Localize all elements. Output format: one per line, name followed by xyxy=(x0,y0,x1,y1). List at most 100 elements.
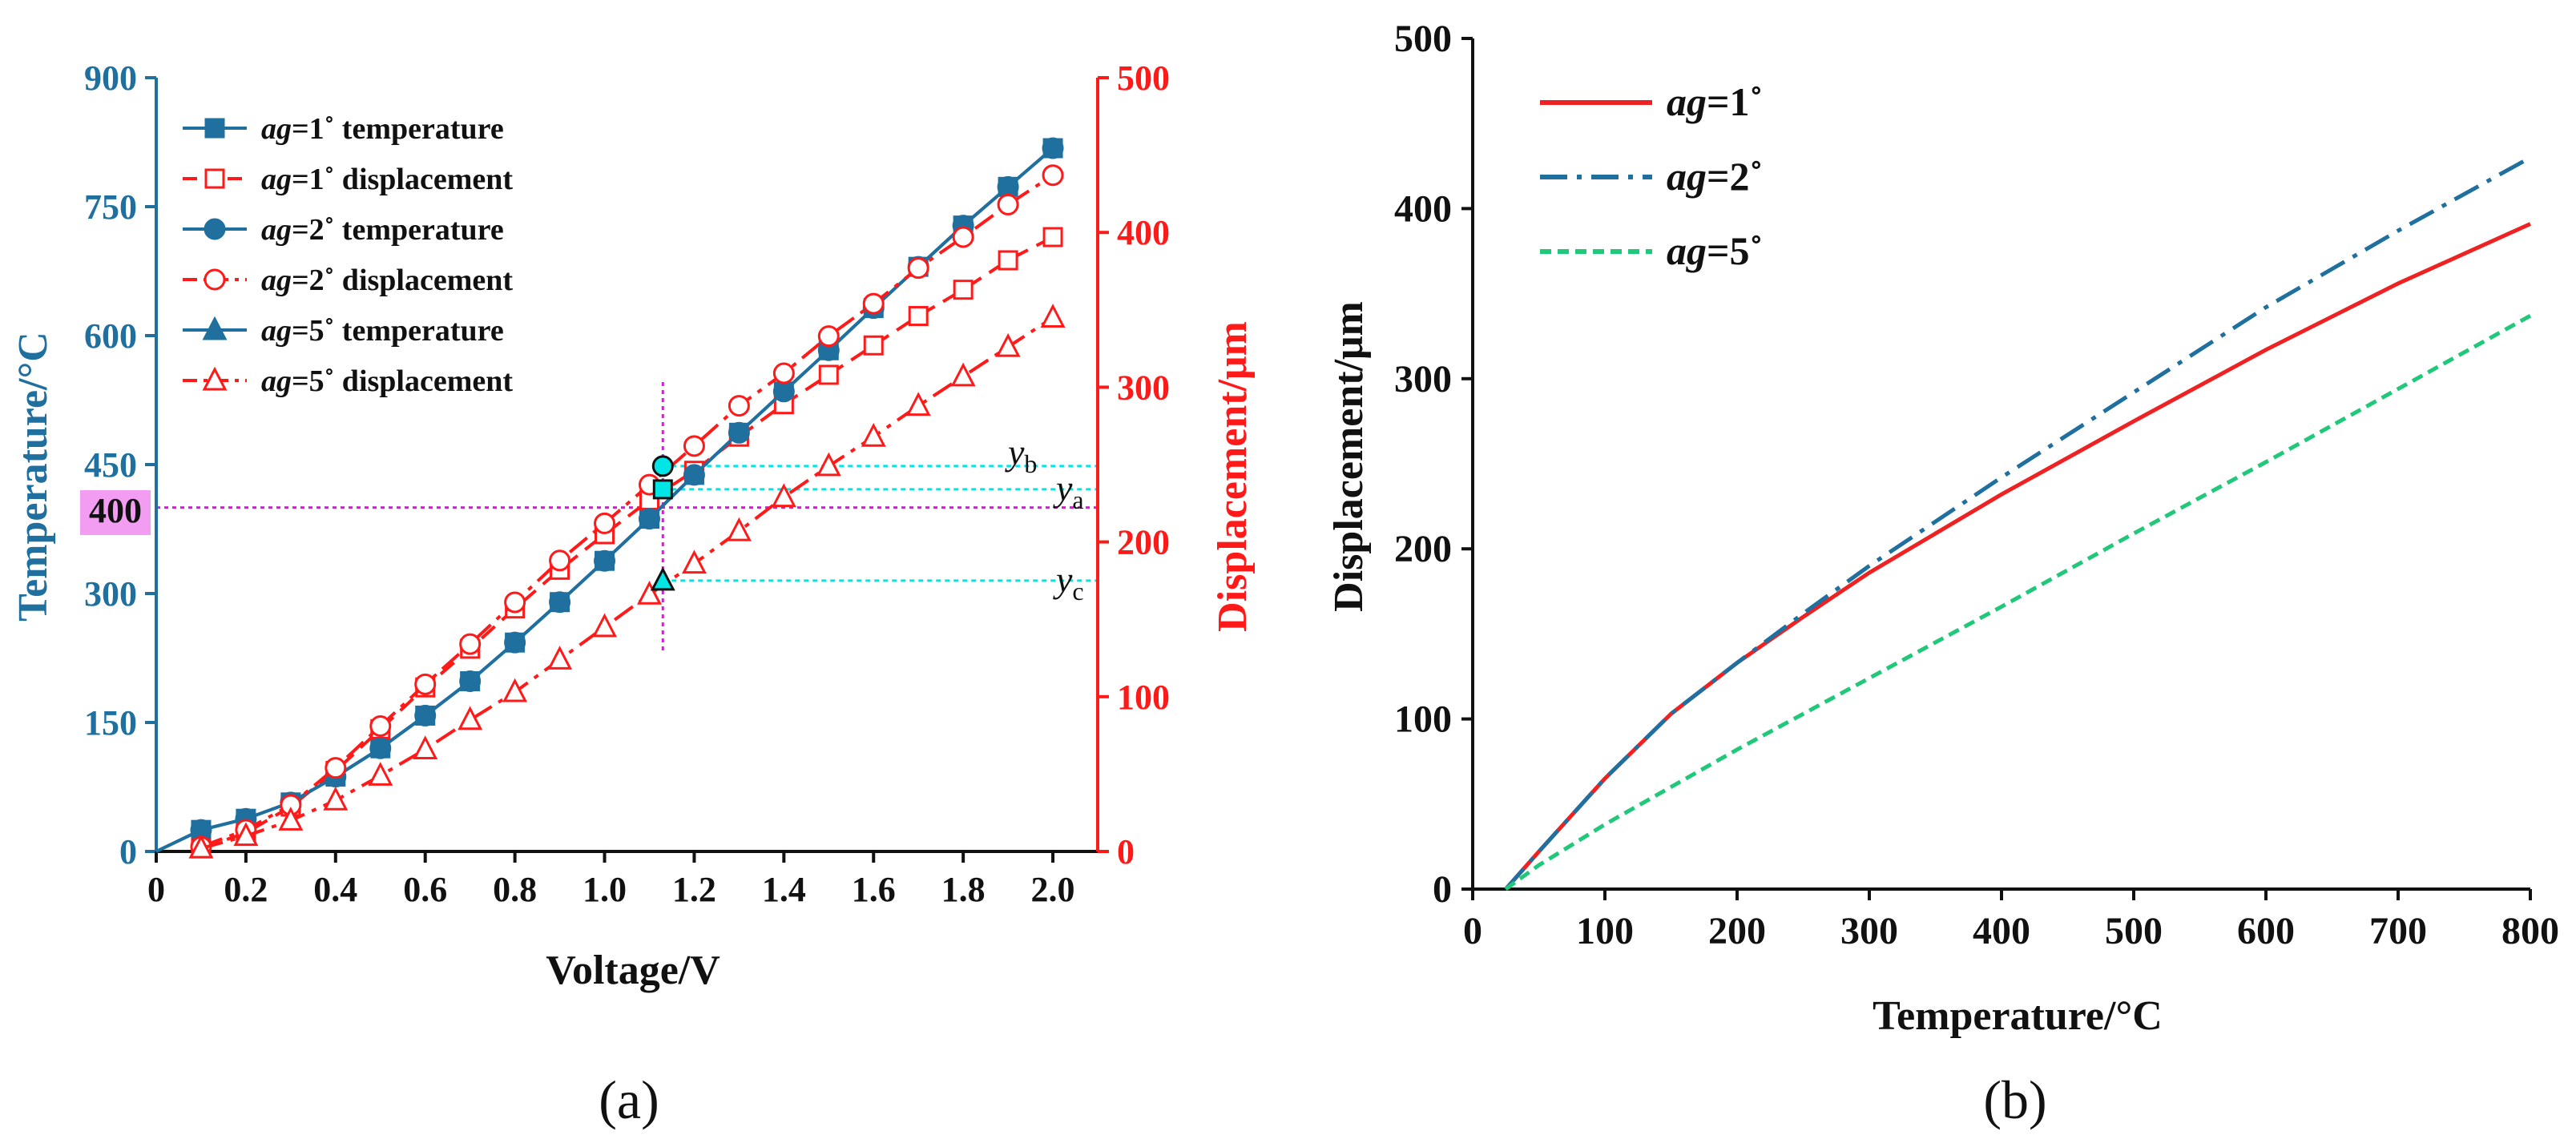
x-axis-title-b: Temperature/°C xyxy=(1873,993,2163,1039)
legend-marker xyxy=(204,218,226,240)
data-point xyxy=(817,325,840,348)
x-tick-label-b: 700 xyxy=(2369,910,2427,952)
panel-b: 0 100 200 300 400 500 0 100 200 300 400 500 600 700 8… xyxy=(1326,18,2559,1130)
data-point xyxy=(908,306,929,327)
legend-label: ag=1˚ displacement xyxy=(261,163,513,196)
panel-label-b: (b) xyxy=(1983,1069,2046,1130)
x-axis-title-a: Voltage/V xyxy=(546,948,720,993)
legend-marker xyxy=(204,268,226,291)
legend-label: ag=5˚ temperature xyxy=(261,314,504,348)
annotation-marker xyxy=(652,479,673,500)
data-point xyxy=(862,292,885,315)
data-point xyxy=(459,670,482,692)
x-tick-label-b: 100 xyxy=(1576,910,1634,952)
data-point xyxy=(323,786,349,811)
legend-label: ag=1˚ temperature xyxy=(261,112,504,146)
x-tick-label-b: 300 xyxy=(1840,910,1898,952)
y-right-tick-label: 100 xyxy=(1117,678,1170,717)
legend-marker xyxy=(202,366,228,391)
series-b xyxy=(1504,155,2532,891)
data-point xyxy=(861,422,886,447)
data-point xyxy=(772,362,795,384)
data-point xyxy=(728,421,750,444)
data-point xyxy=(368,762,393,786)
data-point xyxy=(772,380,795,403)
x-tick-label-a: 1.4 xyxy=(762,870,806,909)
data-point xyxy=(414,673,437,695)
legend-marker xyxy=(202,316,228,340)
y-right-tick-label: 400 xyxy=(1117,213,1170,252)
highlight-400-label: 400 xyxy=(89,491,142,530)
y-ticks-b: 0 100 200 300 400 500 xyxy=(1394,18,1473,911)
data-point xyxy=(637,581,662,605)
data-point xyxy=(638,508,660,530)
x-tick-label-b: 500 xyxy=(2105,910,2163,952)
data-point xyxy=(726,517,752,541)
data-point xyxy=(950,362,976,387)
legend-b-label: ag=5˚ xyxy=(1667,228,1763,273)
series-b-line-2 xyxy=(1504,314,2532,891)
data-point xyxy=(549,591,571,614)
data-point xyxy=(549,549,571,572)
x-tick-label-a: 1.8 xyxy=(941,870,986,909)
data-point xyxy=(953,280,974,300)
x-tick-label-b: 600 xyxy=(2237,910,2295,952)
legend-b-label: ag=1˚ xyxy=(1667,79,1763,124)
legend-b-label: ag=2˚ xyxy=(1667,154,1763,199)
legend-a: ag=1˚ temperature ag=1˚ displacement ag=2˚… xyxy=(183,112,513,398)
legend-label: ag=5˚ displacement xyxy=(261,364,513,398)
annotation-marker xyxy=(651,455,674,477)
y-left-tick-label: 450 xyxy=(84,445,137,485)
series-a xyxy=(155,137,1066,859)
y-axis-left-title: Temperature/°C xyxy=(10,332,56,622)
data-point xyxy=(592,613,617,638)
y-left-tick-label: 750 xyxy=(84,187,137,227)
y-left-tick-label: 600 xyxy=(84,316,137,356)
y-axis-right-title: Displacement/μm xyxy=(1210,321,1256,632)
x-tick-label-b: 800 xyxy=(2501,910,2559,952)
x-tick-label-a: 2.0 xyxy=(1031,870,1075,909)
data-point xyxy=(683,435,705,457)
data-point xyxy=(413,735,438,759)
y-left-tick-label: 150 xyxy=(84,703,137,743)
data-point xyxy=(728,395,750,417)
y-left-ticks: 0 150 300 450 600 750 900 xyxy=(84,58,156,871)
data-point xyxy=(504,591,526,614)
legend-marker xyxy=(204,168,225,189)
legend-b: ag=1˚ ag=2˚ ag=5˚ xyxy=(1540,79,1763,273)
data-point xyxy=(1042,227,1063,248)
legend-label: ag=2˚ temperature xyxy=(261,213,504,247)
data-point xyxy=(369,737,392,759)
legend-marker xyxy=(204,118,225,139)
data-point xyxy=(995,332,1021,357)
data-point xyxy=(233,822,259,847)
data-point xyxy=(458,706,483,730)
data-point xyxy=(683,464,705,486)
data-point xyxy=(771,483,796,508)
x-tick-label-a: 0.2 xyxy=(224,870,268,909)
data-point xyxy=(1042,164,1064,187)
data-point xyxy=(1040,304,1066,328)
data-point xyxy=(414,704,437,726)
data-point xyxy=(816,452,841,477)
x-tick-label-a: 0.4 xyxy=(313,870,357,909)
series-line-0 xyxy=(155,147,1054,853)
data-point xyxy=(504,631,526,654)
data-point xyxy=(547,646,573,670)
annotation-label: yc xyxy=(1053,559,1084,606)
data-point xyxy=(997,193,1019,215)
panel-label-a: (a) xyxy=(599,1069,659,1130)
y-tick-label-b: 200 xyxy=(1394,528,1452,570)
y-right-tick-label: 500 xyxy=(1117,58,1170,98)
legend-label: ag=2˚ displacement xyxy=(261,264,513,297)
highlight-400-box xyxy=(80,490,151,535)
data-point xyxy=(1042,137,1064,159)
y-tick-label-b: 100 xyxy=(1394,698,1452,741)
data-point xyxy=(278,807,304,831)
annotation-marker xyxy=(650,566,675,591)
x-tick-label-b: 400 xyxy=(1973,910,2030,952)
data-point xyxy=(459,633,482,655)
annotation-label: ya xyxy=(1053,468,1084,514)
